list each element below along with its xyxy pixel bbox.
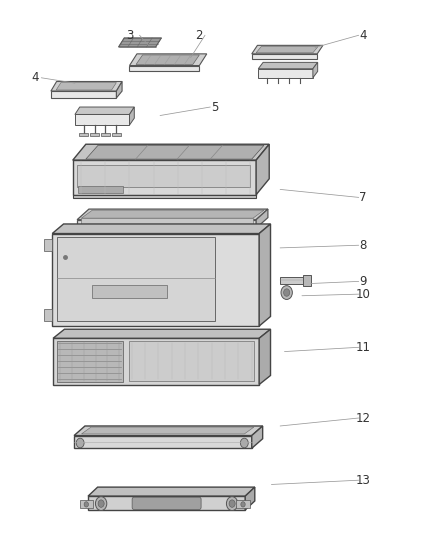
Polygon shape bbox=[79, 133, 88, 136]
Polygon shape bbox=[259, 329, 271, 384]
Polygon shape bbox=[90, 133, 99, 136]
Polygon shape bbox=[252, 54, 317, 59]
Polygon shape bbox=[256, 144, 269, 195]
Circle shape bbox=[240, 438, 248, 448]
Polygon shape bbox=[75, 115, 130, 125]
Polygon shape bbox=[313, 62, 318, 78]
Polygon shape bbox=[130, 54, 207, 66]
Polygon shape bbox=[259, 224, 271, 326]
Polygon shape bbox=[86, 146, 264, 159]
Polygon shape bbox=[77, 209, 268, 220]
Text: 4: 4 bbox=[359, 29, 367, 42]
Polygon shape bbox=[130, 66, 199, 71]
Polygon shape bbox=[53, 338, 259, 384]
Polygon shape bbox=[57, 237, 215, 321]
Polygon shape bbox=[44, 309, 52, 321]
Polygon shape bbox=[78, 185, 123, 192]
Polygon shape bbox=[73, 160, 256, 195]
Polygon shape bbox=[280, 277, 304, 284]
Polygon shape bbox=[74, 426, 263, 435]
Polygon shape bbox=[130, 107, 134, 125]
Bar bbox=[92, 285, 166, 298]
Text: 4: 4 bbox=[32, 71, 39, 84]
Polygon shape bbox=[252, 426, 263, 448]
Polygon shape bbox=[51, 91, 117, 98]
Text: 11: 11 bbox=[356, 341, 371, 354]
Polygon shape bbox=[119, 38, 161, 47]
Polygon shape bbox=[81, 427, 254, 434]
Text: 8: 8 bbox=[360, 239, 367, 252]
Polygon shape bbox=[117, 82, 122, 98]
Polygon shape bbox=[73, 144, 269, 160]
Text: 13: 13 bbox=[356, 474, 371, 487]
Polygon shape bbox=[258, 62, 318, 69]
Polygon shape bbox=[136, 55, 199, 64]
Circle shape bbox=[98, 500, 104, 507]
Polygon shape bbox=[303, 275, 311, 286]
Circle shape bbox=[281, 286, 292, 300]
Polygon shape bbox=[57, 341, 123, 382]
Polygon shape bbox=[258, 69, 313, 78]
Circle shape bbox=[284, 289, 290, 296]
Polygon shape bbox=[130, 341, 254, 381]
Circle shape bbox=[226, 497, 238, 511]
Polygon shape bbox=[112, 133, 121, 136]
Polygon shape bbox=[256, 209, 268, 228]
Text: 10: 10 bbox=[356, 288, 371, 301]
Polygon shape bbox=[252, 45, 323, 54]
Circle shape bbox=[229, 500, 235, 507]
Polygon shape bbox=[56, 83, 117, 90]
Circle shape bbox=[95, 497, 107, 511]
Polygon shape bbox=[52, 224, 271, 233]
Circle shape bbox=[84, 502, 88, 507]
Text: 12: 12 bbox=[356, 411, 371, 424]
Text: 2: 2 bbox=[196, 29, 203, 42]
Polygon shape bbox=[81, 218, 253, 225]
Text: 7: 7 bbox=[359, 191, 367, 204]
Text: 3: 3 bbox=[126, 29, 133, 42]
Polygon shape bbox=[101, 133, 110, 136]
Polygon shape bbox=[237, 500, 250, 508]
Polygon shape bbox=[51, 82, 122, 91]
Polygon shape bbox=[73, 195, 256, 198]
Polygon shape bbox=[88, 487, 255, 496]
Polygon shape bbox=[77, 220, 256, 228]
Polygon shape bbox=[75, 107, 134, 115]
Polygon shape bbox=[81, 210, 264, 218]
Polygon shape bbox=[88, 496, 245, 510]
Polygon shape bbox=[256, 46, 318, 53]
Polygon shape bbox=[53, 329, 271, 338]
Polygon shape bbox=[74, 435, 252, 448]
Polygon shape bbox=[77, 165, 250, 187]
Text: 9: 9 bbox=[359, 275, 367, 288]
Polygon shape bbox=[80, 500, 93, 508]
FancyBboxPatch shape bbox=[132, 497, 201, 510]
Circle shape bbox=[76, 438, 84, 448]
Circle shape bbox=[241, 502, 245, 507]
Polygon shape bbox=[44, 239, 52, 251]
Text: 5: 5 bbox=[211, 101, 218, 114]
Polygon shape bbox=[52, 233, 259, 326]
Polygon shape bbox=[245, 487, 255, 510]
